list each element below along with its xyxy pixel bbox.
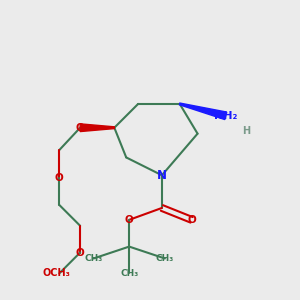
- Text: O: O: [76, 248, 85, 257]
- Text: O: O: [76, 123, 85, 133]
- Text: O: O: [187, 215, 196, 225]
- Text: NH₂: NH₂: [214, 111, 238, 121]
- Polygon shape: [179, 103, 227, 120]
- Polygon shape: [80, 124, 114, 132]
- Text: O: O: [125, 215, 134, 225]
- Text: O: O: [55, 173, 64, 183]
- Text: CH₃: CH₃: [84, 254, 103, 263]
- Text: N: N: [157, 169, 167, 182]
- Text: CH₃: CH₃: [156, 254, 174, 263]
- Text: CH₃: CH₃: [120, 269, 138, 278]
- Text: H: H: [242, 126, 251, 136]
- Text: OCH₃: OCH₃: [42, 268, 70, 278]
